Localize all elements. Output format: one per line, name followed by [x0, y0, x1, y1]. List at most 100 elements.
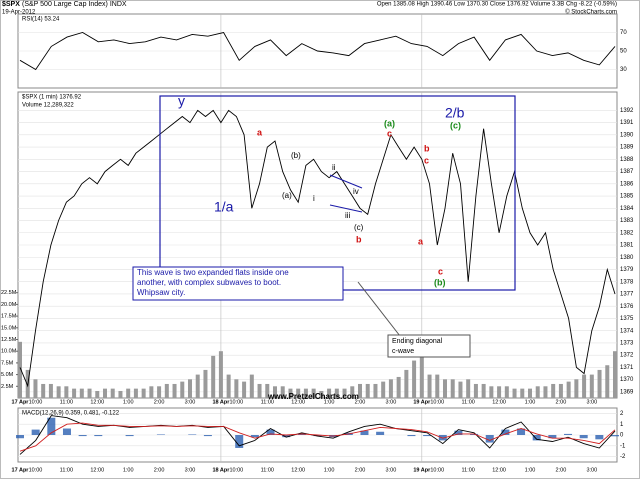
wave-label: (c): [354, 223, 364, 232]
x-tick-label: 17 Apr: [12, 467, 30, 473]
y-tick-label: 30: [620, 67, 627, 73]
volume-bar: [589, 374, 594, 398]
volume-bar: [481, 383, 486, 398]
volume-bar: [342, 388, 347, 398]
volume-bar: [257, 383, 262, 398]
symbol: $SPX: [2, 1, 20, 8]
y-tick-label: -1: [620, 443, 626, 449]
x-tick-label: 11:00: [60, 467, 73, 473]
wave-label: i: [313, 194, 315, 203]
date: 19-Apr-2012: [2, 10, 36, 16]
x-tick-label: 3:00: [386, 467, 397, 473]
histogram-bar: [297, 433, 306, 435]
histogram-bar: [78, 435, 87, 437]
volume-bar: [319, 390, 324, 398]
x-tick-label: 17 Apr: [12, 399, 30, 405]
volume-bar: [218, 351, 223, 398]
note-box: [132, 266, 344, 301]
y-tick-label: 1391: [620, 120, 634, 126]
wave-label: (c): [450, 120, 461, 130]
wave-label: c: [387, 128, 392, 138]
y-tick-label: 70: [620, 30, 627, 36]
volume-bar: [180, 381, 185, 398]
y-tick-label: 1374: [620, 328, 634, 334]
volume-bar: [265, 383, 270, 398]
volume-bar: [520, 388, 525, 398]
x-tick-label: 12:00: [90, 467, 104, 473]
histogram-bar: [266, 429, 275, 435]
wave-label: a: [257, 127, 263, 137]
volume-bar: [404, 369, 409, 398]
trend-line: [329, 174, 363, 189]
note-text: another, with complex subwaves to boot.: [137, 278, 281, 287]
x-tick-label: 19 Apr: [413, 467, 431, 473]
wave-label: (b): [434, 277, 446, 287]
volume-tick-label: 22.5M: [1, 290, 17, 296]
volume-bar: [296, 388, 301, 398]
volume-bar: [435, 374, 440, 398]
x-tick-label: 2:00: [154, 467, 165, 473]
volume-bar: [396, 376, 401, 398]
histogram-bar: [235, 435, 244, 448]
volume-bar: [597, 369, 602, 398]
wave-label: y: [178, 93, 185, 109]
y-tick-label: 1381: [620, 243, 634, 249]
volume-tick-label: 7.5M: [1, 360, 14, 366]
volume-bar: [443, 379, 447, 398]
wave-label: c: [424, 155, 429, 165]
x-tick-label: 10:00: [229, 399, 243, 405]
x-tick-label: 3:00: [386, 399, 397, 405]
volume-bar: [311, 388, 316, 398]
volume-bar: [358, 383, 362, 398]
volume-bar: [211, 355, 216, 398]
volume-bar: [133, 388, 138, 398]
volume-bar: [103, 388, 107, 398]
y-tick-label: 1384: [620, 206, 634, 212]
volume-bar: [273, 386, 277, 398]
volume-bar: [164, 383, 169, 398]
y-tick-label: -2: [620, 454, 626, 460]
volume-bar: [280, 386, 285, 398]
note-text: Whipsaw city.: [137, 288, 185, 297]
volume-bar: [458, 381, 463, 398]
x-tick-label: 10:00: [430, 467, 444, 473]
volume-bar: [157, 386, 162, 398]
volume-bar: [64, 386, 69, 398]
x-tick-label: 12:00: [291, 467, 305, 473]
volume-bar: [33, 379, 38, 398]
x-tick-label: 2:00: [556, 399, 567, 405]
volume-tick-label: 15.0M: [1, 325, 17, 331]
y-tick-label: 1372: [620, 353, 634, 359]
wave-label: b: [356, 234, 362, 244]
histogram-bar: [548, 435, 557, 439]
histogram-bar: [313, 435, 322, 437]
quote: Open 1385.08 High 1390.46 Low 1370.30 Cl…: [377, 2, 617, 8]
x-tick-label: 2:00: [355, 467, 366, 473]
x-tick-label: 18 Apr: [212, 399, 230, 405]
macd-line: [19, 422, 616, 452]
volume-bar: [334, 388, 339, 398]
plots: 30 50 70 RSI(14) 53.24 1369 1370 1371 1372 1373 1…: [1, 13, 634, 473]
callout-box: [387, 334, 471, 358]
histogram-bar: [360, 430, 369, 435]
volume-bar: [419, 346, 424, 398]
volume-bar: [497, 386, 502, 398]
histogram-bar: [564, 433, 573, 435]
x-tick-label: 19 Apr: [413, 399, 431, 405]
histogram-bar: [595, 435, 604, 440]
volume-bar: [350, 386, 355, 398]
trend-line: [329, 204, 363, 213]
x-tick-label: 3:00: [185, 467, 196, 473]
volume-bar: [126, 388, 131, 398]
volume-bar: [504, 386, 509, 398]
volume-bar: [242, 381, 247, 398]
x-tick-label: 1:00: [123, 467, 134, 473]
y-tick-label: 2: [620, 411, 624, 417]
histogram-bar: [47, 417, 56, 435]
wave-label: 1/a: [214, 199, 234, 215]
panel-label: $SPX (1 min) 1376.92: [22, 95, 82, 101]
volume-bar: [249, 374, 254, 398]
volume-bar: [528, 388, 532, 398]
